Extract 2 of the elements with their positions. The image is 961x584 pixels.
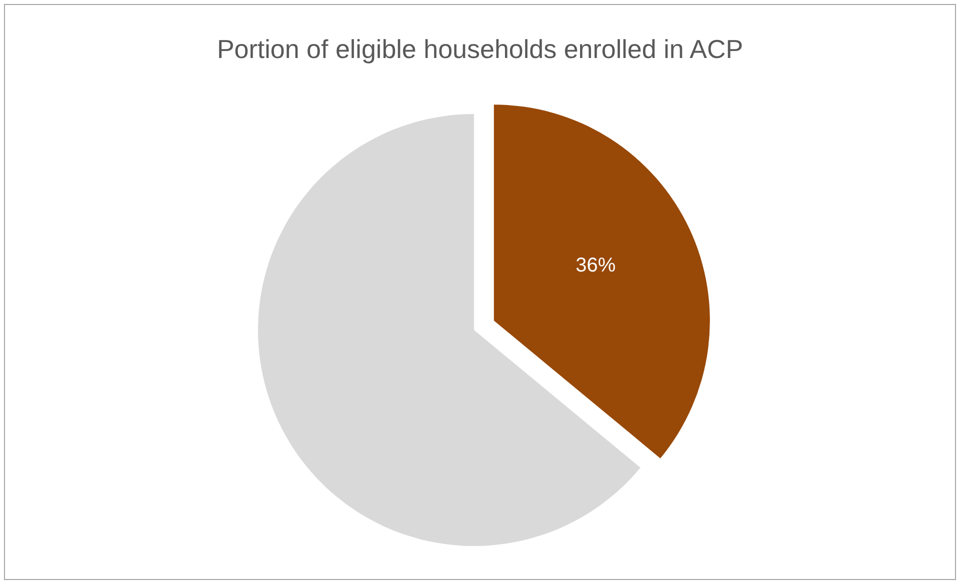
chart-title: Portion of eligible households enrolled in ACP: [216, 34, 744, 64]
data-label: 36%: [576, 254, 616, 276]
